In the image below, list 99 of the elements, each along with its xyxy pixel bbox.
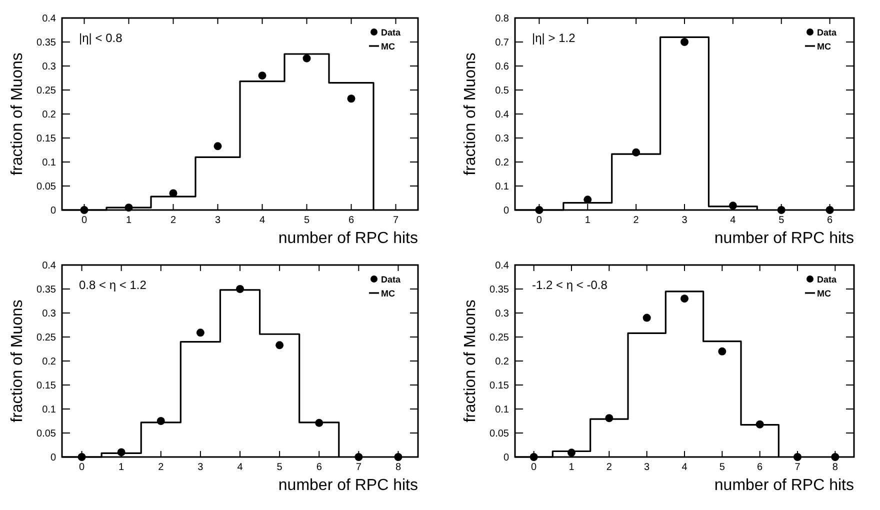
y-tick-label: 0.05 bbox=[490, 428, 510, 440]
y-tick-label: 0.2 bbox=[42, 356, 56, 368]
y-tick-label: 0.3 bbox=[495, 308, 510, 320]
y-tick-label: 0.1 bbox=[495, 182, 510, 192]
x-tick-label: 4 bbox=[237, 462, 244, 473]
y-axis-title: fraction of Muons bbox=[462, 52, 479, 176]
x-tick-label: 8 bbox=[832, 462, 838, 473]
point bbox=[642, 314, 651, 322]
x-tick-label: 0 bbox=[81, 215, 88, 226]
x-axis-title: number of RPC hits bbox=[714, 477, 854, 494]
annotation: |η| < 0.8 bbox=[79, 31, 123, 45]
y-tick-label: 0.2 bbox=[495, 356, 510, 368]
legend-label: MC bbox=[381, 288, 396, 298]
x-tick-label: 6 bbox=[348, 215, 354, 226]
y-tick-label: 0.35 bbox=[36, 284, 56, 296]
x-tick-label: 3 bbox=[644, 462, 650, 473]
y-tick-label: 0.1 bbox=[42, 158, 56, 168]
x-tick-label: 3 bbox=[682, 215, 688, 226]
x-tick-label: 2 bbox=[158, 462, 164, 473]
y-tick-label: 0.35 bbox=[490, 284, 510, 296]
x-tick-label: 7 bbox=[392, 215, 399, 226]
y-tick-label: 0.7 bbox=[495, 38, 510, 48]
x-tick-label: 2 bbox=[606, 462, 612, 473]
point bbox=[718, 347, 726, 356]
y-tick-label: 0.4 bbox=[495, 110, 510, 120]
y-tick-label: 0.1 bbox=[495, 404, 510, 416]
legend-label: MC bbox=[817, 288, 832, 298]
y-tick-label: 0.5 bbox=[495, 86, 510, 96]
x-tick-label: 6 bbox=[757, 462, 764, 473]
y-tick-label: 0.1 bbox=[42, 404, 56, 416]
y-tick-label: 0.8 bbox=[495, 14, 510, 24]
point bbox=[258, 72, 266, 80]
y-tick-label: 0.05 bbox=[36, 182, 56, 192]
y-tick-label: 0.25 bbox=[36, 332, 56, 344]
y-tick-label: 0.4 bbox=[42, 260, 56, 272]
x-axis-title: number of RPC hits bbox=[278, 477, 418, 494]
point bbox=[276, 341, 284, 350]
annotation: -1.2 < η < -0.8 bbox=[532, 278, 608, 292]
x-tick-label: 4 bbox=[682, 462, 688, 473]
y-axis-title: fraction of Muons bbox=[9, 52, 26, 176]
x-tick-label: 2 bbox=[633, 215, 640, 226]
x-tick-label: 6 bbox=[827, 215, 834, 226]
x-tick-label: 7 bbox=[356, 462, 362, 473]
x-tick-label: 2 bbox=[170, 215, 176, 226]
legend-label: Data bbox=[381, 274, 402, 284]
y-tick-label: 0.6 bbox=[495, 62, 510, 72]
y-tick-label: 0.3 bbox=[42, 62, 56, 72]
annotation: 0.8 < η < 1.2 bbox=[79, 278, 147, 292]
legend-label: Data bbox=[817, 274, 838, 284]
x-tick-label: 4 bbox=[259, 215, 266, 226]
point bbox=[214, 142, 222, 150]
point bbox=[196, 328, 204, 337]
x-tick-label: 1 bbox=[126, 215, 132, 226]
legend-label: MC bbox=[381, 42, 396, 52]
x-tick-label: 5 bbox=[276, 462, 283, 473]
x-axis-title: number of RPC hits bbox=[278, 230, 418, 247]
y-tick-label: 0.35 bbox=[36, 38, 56, 48]
point bbox=[302, 54, 311, 62]
x-tick-label: 0 bbox=[536, 215, 542, 226]
y-tick-label: 0.15 bbox=[36, 380, 56, 392]
point bbox=[680, 38, 688, 46]
y-tick-label: 0 bbox=[50, 206, 56, 216]
y-tick-label: 0.2 bbox=[495, 158, 510, 168]
legend-label: MC bbox=[817, 42, 832, 52]
x-tick-label: 5 bbox=[719, 462, 726, 473]
y-tick-label: 0 bbox=[503, 452, 510, 464]
y-tick-label: 0.3 bbox=[42, 308, 56, 320]
y-tick-label: 0 bbox=[503, 206, 510, 216]
y-tick-label: 0.25 bbox=[36, 86, 56, 96]
x-tick-label: 1 bbox=[568, 462, 575, 473]
x-tick-label: 3 bbox=[198, 462, 204, 473]
point bbox=[680, 294, 688, 303]
x-tick-label: 7 bbox=[794, 462, 801, 473]
x-tick-label: 0 bbox=[78, 462, 85, 473]
y-tick-label: 0.15 bbox=[36, 134, 56, 144]
x-tick-label: 1 bbox=[584, 215, 591, 226]
x-tick-label: 3 bbox=[214, 215, 221, 226]
x-tick-label: 6 bbox=[316, 462, 322, 473]
y-tick-label: 0.25 bbox=[490, 332, 510, 344]
x-tick-label: 4 bbox=[730, 215, 736, 226]
y-tick-label: 0.05 bbox=[36, 428, 56, 440]
y-tick-label: 0 bbox=[50, 452, 56, 464]
y-tick-label: 0.4 bbox=[42, 14, 56, 24]
x-tick-label: 5 bbox=[304, 215, 310, 226]
y-tick-label: 0.3 bbox=[495, 134, 510, 144]
legend-label: Data bbox=[817, 28, 838, 38]
x-tick-label: 1 bbox=[118, 462, 125, 473]
y-tick-label: 0.15 bbox=[490, 380, 510, 392]
x-tick-label: 0 bbox=[531, 462, 538, 473]
annotation: |η| > 1.2 bbox=[532, 31, 576, 45]
x-axis-title: number of RPC hits bbox=[714, 230, 854, 247]
y-axis-title: fraction of Muons bbox=[462, 300, 479, 422]
x-tick-label: 8 bbox=[395, 462, 402, 473]
y-tick-label: 0.2 bbox=[42, 110, 56, 120]
x-tick-label: 5 bbox=[778, 215, 785, 226]
point bbox=[347, 94, 356, 103]
y-axis-title: fraction of Muons bbox=[9, 300, 26, 422]
y-tick-label: 0.4 bbox=[495, 260, 510, 272]
legend-label: Data bbox=[381, 28, 402, 38]
